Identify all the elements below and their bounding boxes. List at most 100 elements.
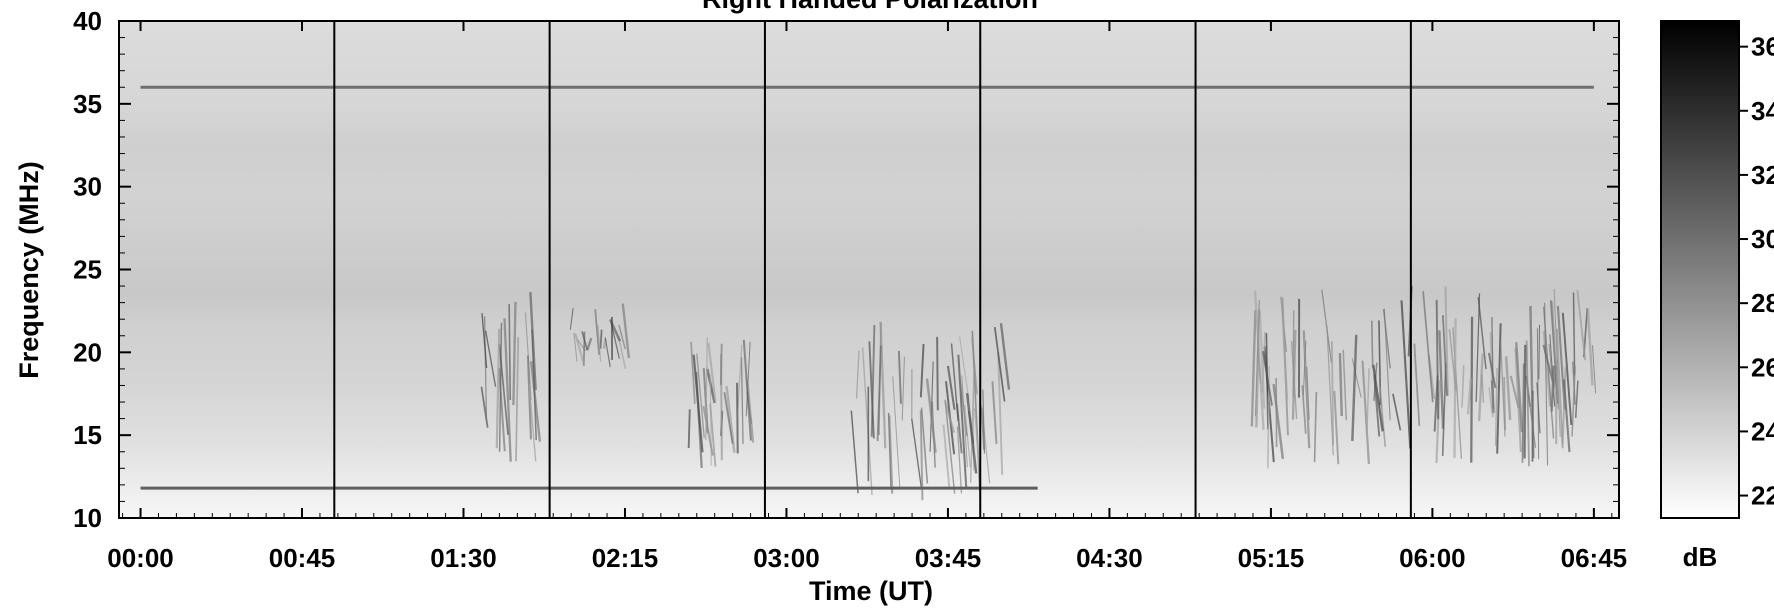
burst-streak [1572,292,1576,376]
burst-streak [1461,364,1465,408]
burst-streak [911,418,923,490]
burst-streak [1548,344,1555,396]
burst-streak [508,304,512,401]
burst-streak [965,392,978,474]
burst-streak [1422,291,1434,403]
burst-streak [1306,366,1310,420]
burst-streak [687,409,691,449]
burst-streak [692,354,704,453]
burst-streak [1438,330,1445,429]
burst-streak [690,341,696,405]
burst-streak [982,389,986,454]
y-axis-title: Frequency (MHz) [14,161,44,379]
burst-streak [1571,366,1576,437]
burst-streak [1504,356,1512,420]
burst-streak [483,315,488,422]
burst-streak [515,337,520,462]
burst-streak [574,333,585,365]
colorbar-tick-label: 28 [1751,288,1774,318]
colorbar-tick-label: 36 [1751,32,1774,62]
burst-streak [944,401,955,434]
burst-streak [1342,349,1348,421]
burst-streak [498,344,509,435]
burst-streak [702,405,714,456]
burst-streak [1444,286,1449,397]
x-tick-label: 04:30 [1076,543,1143,573]
burst-streak [1258,310,1266,409]
burst-streak [944,399,956,494]
burst-streak [618,324,626,350]
burst-streak [1514,347,1522,453]
burst-streak [861,347,873,496]
x-tick-label: 03:00 [753,543,820,573]
burst-streak [946,365,956,410]
burst-streak [919,410,924,501]
burst-streak [969,370,975,483]
burst-streak [888,415,894,494]
burst-streak [573,333,578,362]
colorbar-tick-label: 24 [1751,416,1774,446]
burst-streak [1500,341,1506,437]
burst-streak [1379,385,1386,447]
burst-streak [1470,316,1474,463]
burst-streak [1503,376,1507,431]
burst-streak [581,331,589,351]
y-tick-label: 40 [73,6,102,36]
burst-streak [705,337,708,441]
x-axis-title: Time (UT) [809,576,933,606]
burst-streak [1435,299,1440,420]
burst-streak [1261,331,1266,394]
burst-streak [1529,305,1535,459]
burst-streak [1330,341,1335,446]
burst-streak [1280,296,1289,400]
x-tick-label: 06:00 [1399,543,1466,573]
burst-streak [1488,387,1493,413]
burst-streak [1551,301,1560,410]
burst-streak [498,322,503,452]
burst-streak [1521,363,1525,463]
y-axis: 10 15 20 25 30 35 40 [73,6,1619,533]
burst-streak [957,354,968,488]
colorbar-tick-label: 32 [1751,160,1774,190]
burst-streak [1366,368,1370,433]
burst-streak [1490,380,1495,413]
burst-streak [736,382,739,454]
x-tick-label: 06:45 [1561,543,1628,573]
burst-streak [1313,391,1318,463]
burst-streak [1523,344,1527,459]
burst-streak [1475,293,1481,402]
burst-streak [850,410,859,494]
burst-streak [1538,324,1541,380]
burst-streak [1494,368,1498,446]
y-tick-label: 25 [73,255,102,285]
burst-streak [1351,334,1358,441]
burst-streak [1291,329,1297,420]
burst-streak [503,318,512,462]
burst-streak [868,341,875,439]
burst-streak [919,343,925,398]
colorbar-tick-label: 26 [1751,352,1774,382]
burst-streak [1338,353,1343,416]
burst-streak [1544,302,1549,466]
burst-streak [1435,380,1441,464]
y-tick-label: 15 [73,420,102,450]
burst-streak [531,329,537,440]
y-tick-label: 20 [73,337,102,367]
burst-streak [855,350,860,399]
burst-streak [901,356,905,421]
burst-streak [737,344,743,409]
colorbar-unit-label: dB [1683,542,1718,572]
burst-streak [745,341,751,417]
burst-streak [897,350,902,404]
burst-streak [707,342,717,402]
burst-streak [1442,315,1448,396]
burst-streak [1370,320,1374,369]
burst-streak [1556,305,1566,410]
burst-streak [961,375,968,468]
burst-streak [1392,393,1402,431]
x-tick-label: 05:15 [1238,543,1305,573]
burst-streak [971,337,978,395]
burst-streak [742,339,752,441]
colorbar-tick-label: 22 [1751,481,1774,511]
